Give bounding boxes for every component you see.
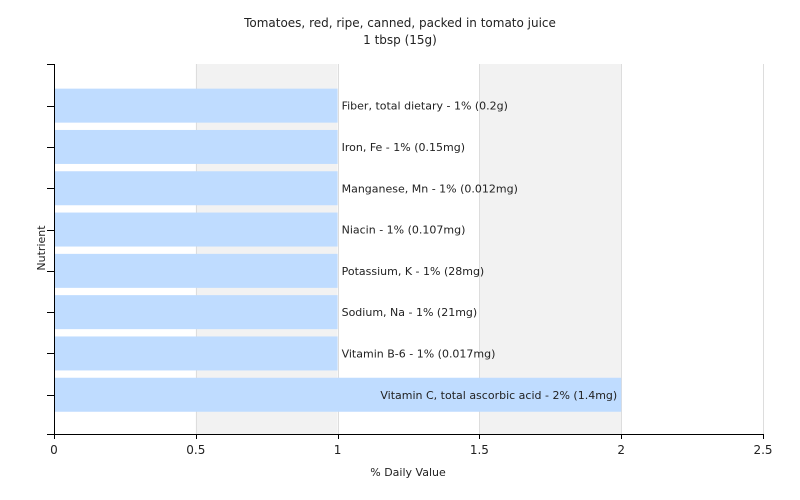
plot-stripe [479, 64, 622, 434]
bar [54, 336, 338, 371]
bar [54, 295, 338, 330]
bar [54, 377, 622, 412]
bar [54, 129, 338, 164]
bar-series: Fiber, total dietary - 1% (0.2g) Iron, Fe… [54, 88, 622, 412]
bar-label: Potassium, K - 1% (28mg) [342, 265, 485, 278]
bar [54, 212, 338, 247]
plot-background-stripes [195, 64, 622, 434]
bar-label: Manganese, Mn - 1% (0.012mg) [342, 182, 518, 195]
y-axis-title: Nutrient [35, 225, 48, 271]
x-tick-label: 2 [617, 443, 625, 457]
x-axis-title: % Daily Value [370, 466, 446, 479]
bar-label: Vitamin C, total ascorbic acid - 2% (1.4… [380, 389, 617, 402]
chart-title: Tomatoes, red, ripe, canned, packed in t… [243, 16, 556, 30]
bar [54, 253, 338, 288]
bar [54, 88, 338, 123]
x-tick-label: 1.5 [470, 443, 489, 457]
x-tick-label: 0 [50, 443, 58, 457]
axes: 0 0.5 1 1.5 2 2.5 [47, 64, 773, 457]
x-tick-label: 1 [334, 443, 342, 457]
bar-label: Vitamin B-6 - 1% (0.017mg) [342, 347, 496, 360]
plot-stripe [195, 64, 338, 434]
x-tick-label: 0.5 [186, 443, 205, 457]
bar [54, 171, 338, 206]
bar-label: Fiber, total dietary - 1% (0.2g) [342, 100, 508, 113]
bar-label: Niacin - 1% (0.107mg) [342, 224, 466, 237]
bar-label: Sodium, Na - 1% (21mg) [342, 306, 478, 319]
chart-subtitle: 1 tbsp (15g) [363, 33, 437, 47]
vertical-gridlines [196, 64, 764, 434]
bar-label: Iron, Fe - 1% (0.15mg) [342, 141, 465, 154]
x-tick-label: 2.5 [753, 443, 772, 457]
